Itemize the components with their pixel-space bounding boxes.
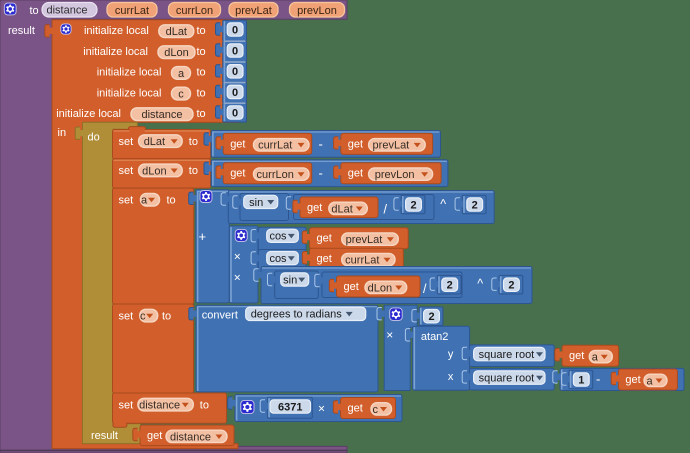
svg-text:a: a [592, 352, 599, 364]
svg-text:y: y [448, 349, 454, 361]
svg-text:set: set [119, 165, 134, 177]
svg-text:+: + [199, 229, 207, 244]
svg-text:get: get [317, 233, 332, 245]
svg-text:get: get [230, 168, 245, 180]
svg-text:cos: cos [269, 231, 287, 243]
svg-text:to: to [197, 46, 206, 58]
svg-text:0: 0 [232, 45, 238, 57]
svg-text:dLat: dLat [166, 26, 187, 38]
svg-text:set: set [119, 399, 134, 411]
svg-text:a: a [646, 375, 653, 387]
svg-text:prevLat: prevLat [346, 234, 383, 246]
svg-text:2: 2 [447, 280, 453, 292]
svg-text:dLon: dLon [142, 165, 166, 177]
svg-text:get: get [625, 374, 640, 386]
svg-text:do: do [88, 132, 100, 144]
svg-text:initialize local: initialize local [56, 108, 121, 120]
svg-text:distance: distance [47, 5, 88, 17]
svg-text:c: c [140, 311, 146, 323]
svg-text:initialize local: initialize local [97, 67, 162, 79]
svg-text:-: - [319, 166, 323, 181]
svg-text:square root: square root [479, 373, 535, 385]
svg-text:-: - [319, 136, 323, 151]
svg-text:6371: 6371 [278, 401, 302, 413]
svg-text:set: set [119, 195, 134, 207]
svg-text:get: get [317, 253, 332, 265]
svg-text:1: 1 [578, 374, 584, 386]
svg-text:/: / [384, 203, 388, 217]
svg-text:currLat: currLat [115, 5, 149, 17]
svg-text:convert: convert [202, 309, 238, 321]
svg-text:distance: distance [139, 400, 180, 412]
svg-text:prevLat: prevLat [235, 5, 272, 17]
svg-text:square root: square root [479, 349, 535, 361]
svg-text:prevLat: prevLat [373, 140, 410, 152]
svg-text:dLon: dLon [368, 282, 392, 294]
svg-text:to: to [162, 310, 171, 322]
svg-text:2: 2 [508, 280, 514, 292]
svg-text:2: 2 [410, 199, 416, 211]
svg-text:^: ^ [477, 277, 483, 291]
svg-text:-: - [596, 372, 600, 387]
svg-text:set: set [119, 310, 134, 322]
svg-text:get: get [230, 138, 245, 150]
svg-text:initialize local: initialize local [83, 46, 148, 58]
svg-text:get: get [569, 350, 584, 362]
svg-text:dLon: dLon [164, 47, 188, 59]
svg-text:^: ^ [440, 198, 446, 212]
svg-text:dLat: dLat [144, 136, 165, 148]
svg-text:dLat: dLat [331, 203, 352, 215]
svg-text:currLon: currLon [257, 169, 294, 181]
svg-text:currLat: currLat [258, 140, 292, 152]
svg-text:get: get [348, 138, 363, 150]
svg-text:to: to [167, 195, 176, 207]
svg-text:0: 0 [232, 87, 238, 99]
svg-text:prevLon: prevLon [375, 169, 415, 181]
svg-text:×: × [386, 328, 393, 342]
svg-text:set: set [119, 136, 134, 148]
svg-text:get: get [344, 281, 359, 293]
svg-text:0: 0 [232, 66, 238, 78]
svg-text:degrees to radians: degrees to radians [251, 309, 343, 321]
svg-text:sin: sin [249, 197, 263, 209]
svg-text:get: get [348, 403, 363, 415]
svg-text:sin: sin [283, 274, 297, 286]
svg-text:a: a [178, 68, 185, 80]
svg-text:currLon: currLon [176, 5, 213, 17]
svg-text:get: get [348, 168, 363, 180]
svg-text:currLat: currLat [345, 255, 379, 267]
svg-text:×: × [234, 270, 241, 284]
svg-text:get: get [307, 202, 322, 214]
svg-text:x: x [448, 371, 454, 383]
svg-text:in: in [58, 127, 67, 139]
svg-text:to: to [197, 87, 206, 99]
svg-text:0: 0 [232, 107, 238, 119]
svg-text:atan2: atan2 [421, 331, 449, 343]
svg-text:0: 0 [232, 24, 238, 36]
svg-text:get: get [147, 430, 162, 442]
svg-text:to: to [197, 108, 206, 120]
svg-text:×: × [318, 401, 325, 415]
svg-text:to: to [200, 399, 209, 411]
svg-text:result: result [8, 25, 35, 37]
svg-text:2: 2 [428, 311, 434, 323]
svg-text:cos: cos [269, 253, 287, 265]
svg-text:c: c [372, 404, 378, 416]
svg-text:a: a [141, 195, 148, 207]
svg-text:initialize local: initialize local [84, 25, 149, 37]
svg-text:c: c [178, 88, 184, 100]
svg-text:prevLon: prevLon [297, 5, 337, 17]
svg-text:initialize local: initialize local [97, 87, 162, 99]
svg-text:distance: distance [142, 109, 183, 121]
svg-text:to: to [30, 5, 39, 17]
svg-text:distance: distance [170, 431, 211, 443]
svg-text:×: × [234, 249, 241, 263]
svg-text:result: result [91, 430, 118, 442]
svg-text:to: to [197, 25, 206, 37]
svg-text:/: / [423, 282, 427, 296]
svg-text:to: to [197, 67, 206, 79]
svg-text:to: to [189, 136, 198, 148]
svg-text:to: to [189, 165, 198, 177]
svg-text:2: 2 [472, 199, 478, 211]
